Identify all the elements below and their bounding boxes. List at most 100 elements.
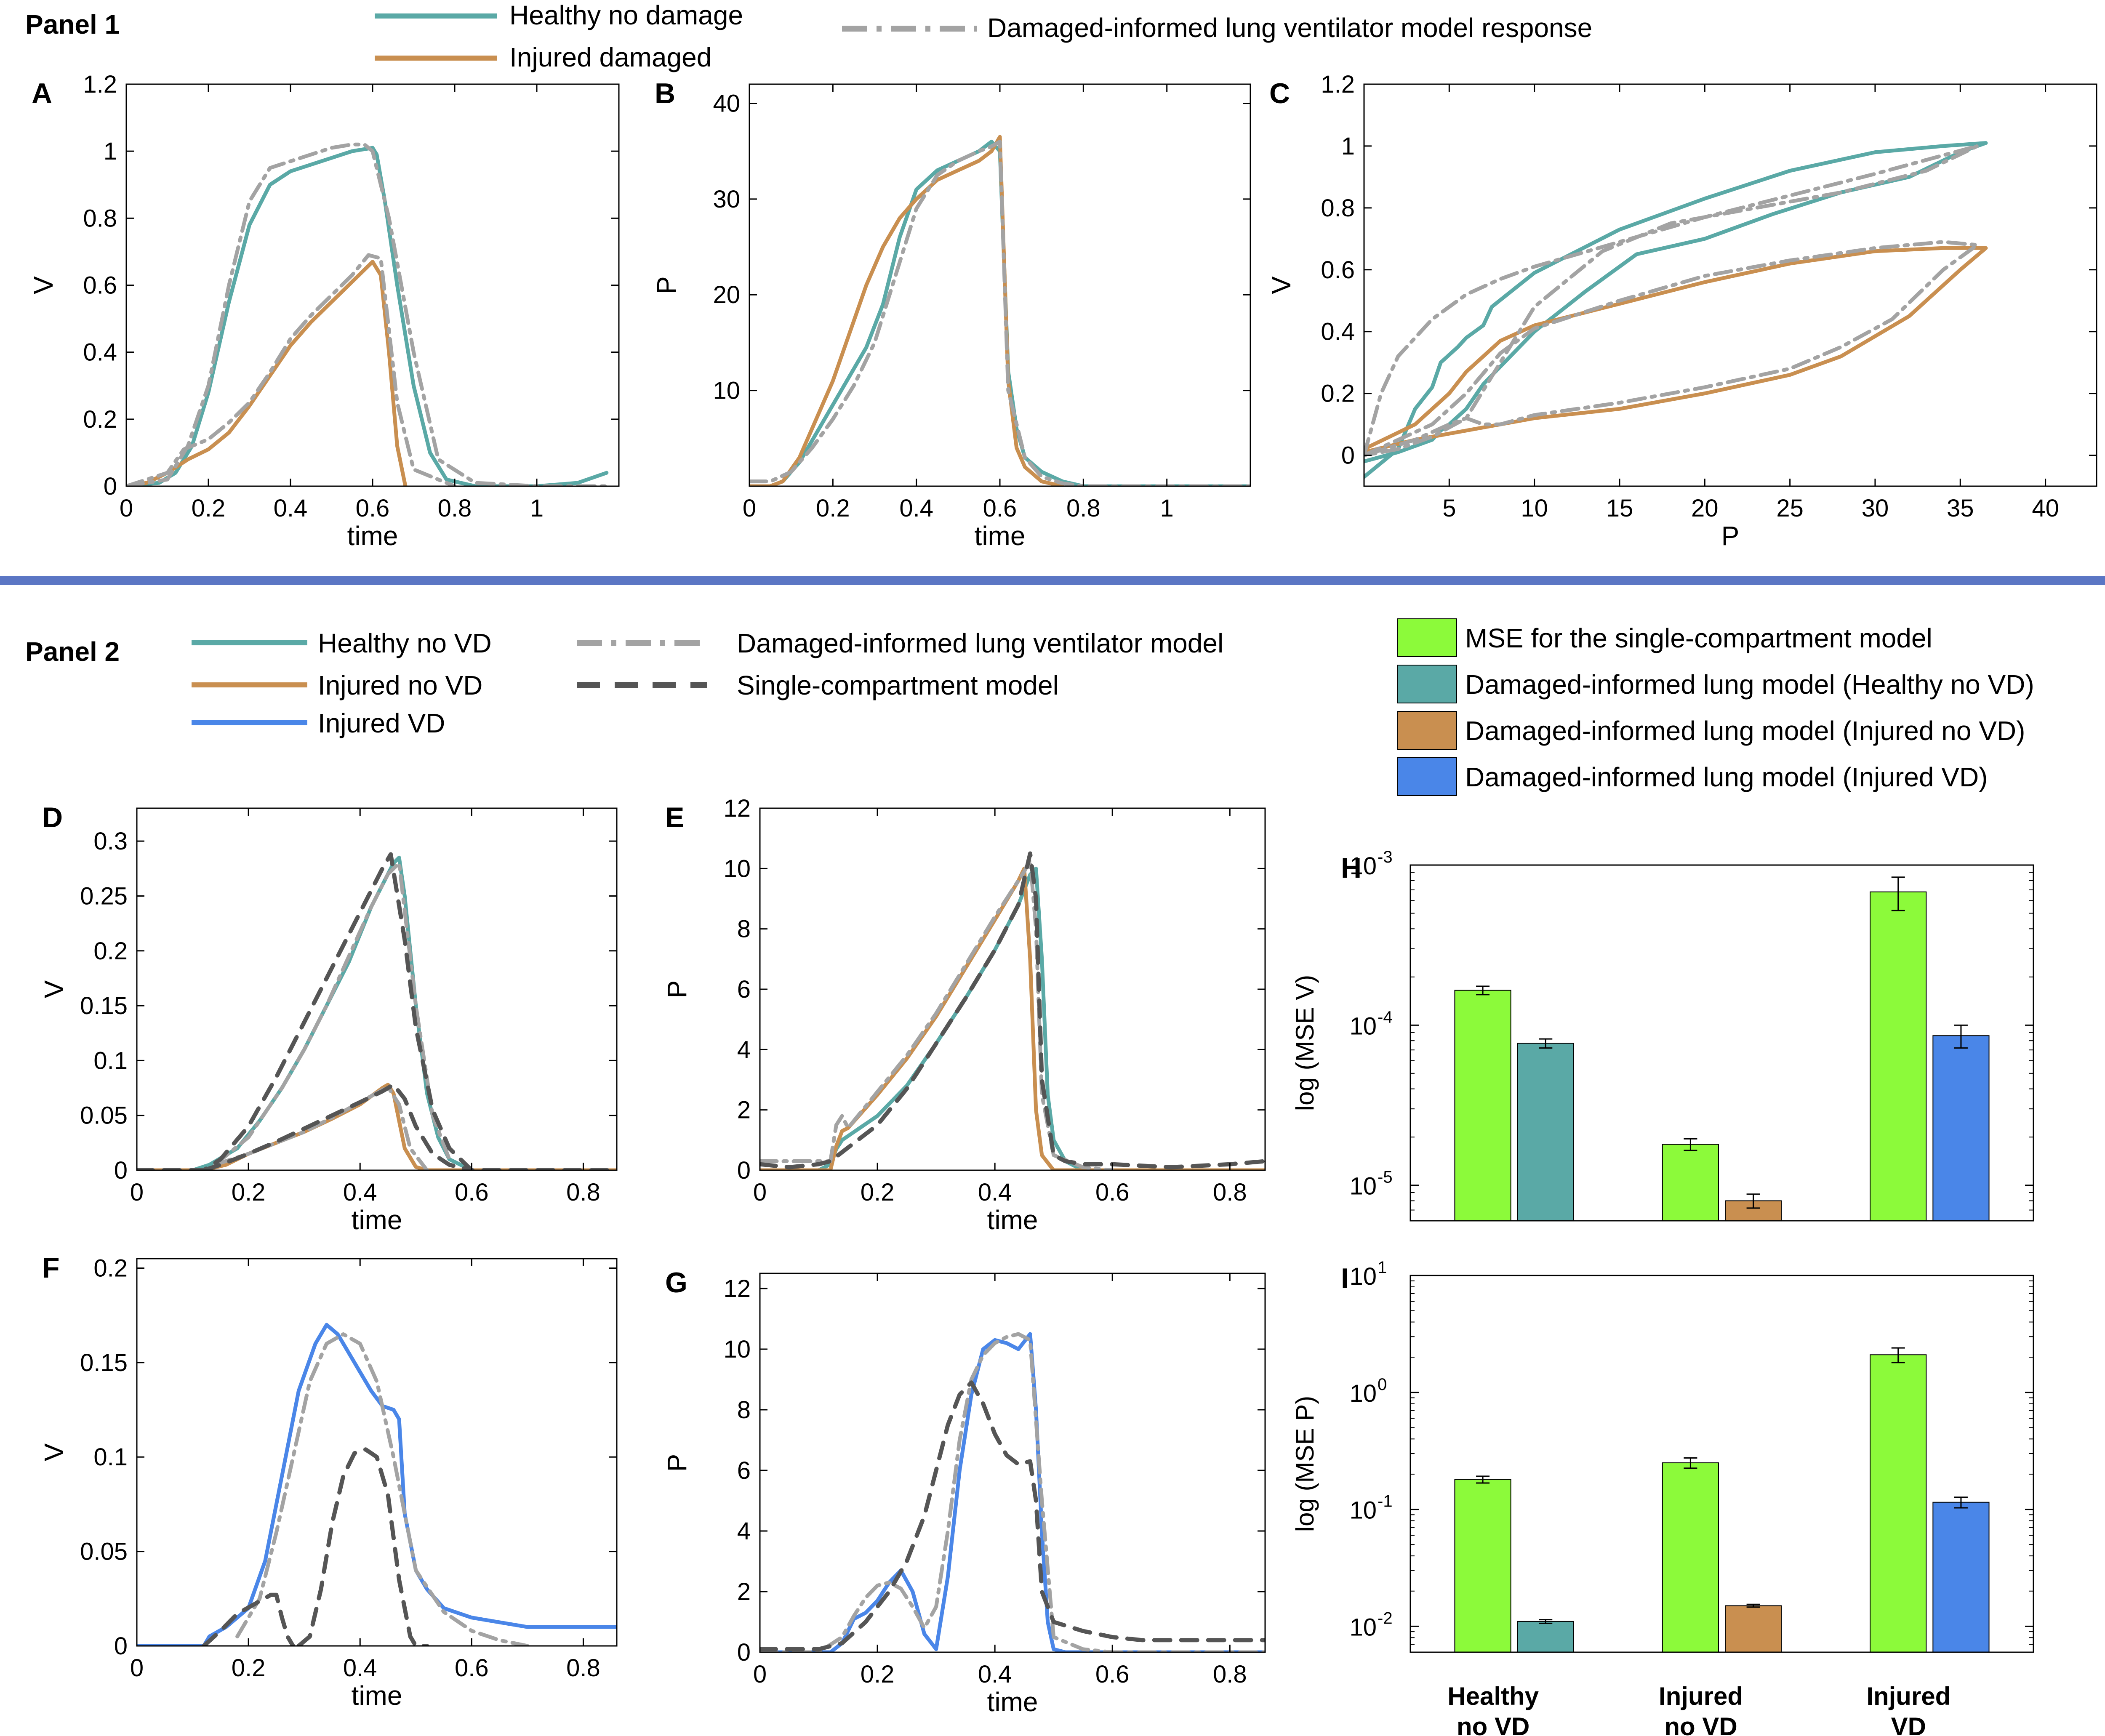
series-line-single-injured [202,1082,474,1170]
x-tick-label: 40 [2032,495,2059,522]
x-tick-label: 0.2 [861,1179,895,1206]
chart-g-pressure-time-vd: G 0 0.2 0.4 0.6 0.8 0 2 4 6 8 10 12 time P [662,1267,1266,1717]
series-line-model-injured [1364,240,1980,457]
bar [1932,1502,1990,1653]
x-axis-label: time [987,1687,1038,1717]
x-tick-label: 0.8 [566,1654,600,1682]
y-axis-label: V [1266,276,1296,294]
y-tick-label: 8 [737,1396,751,1424]
y-tick-label: 0.15 [80,1349,128,1377]
y-tick-label: 4 [737,1518,751,1545]
series-line-single-2 [296,1447,429,1646]
y-tick-label: 10 [1349,1380,1377,1407]
y-tick-label: 1.2 [1321,71,1355,98]
x-tick-label: 10 [1521,495,1548,522]
x-tick-label: 0 [753,1179,767,1206]
x-tick-label: 0.2 [232,1179,266,1206]
y-tick-label: 30 [713,186,740,213]
x-tick-label: 0.6 [455,1179,489,1206]
x-tick-label: 0.2 [861,1661,895,1688]
y-tick-exponent: -1 [1378,1492,1393,1511]
y-tick-label: 0.3 [93,828,128,855]
panel1-title: Panel 1 [25,9,120,40]
y-axis-label: P [662,980,692,998]
y-axis-label: log (MSE V) [1291,975,1319,1111]
y-tick-label: 2 [737,1578,751,1606]
legend2-label-single: Single-compartment model [737,670,1059,700]
series-line-model [760,1332,1265,1652]
x-tick-label: 0.4 [343,1179,377,1206]
bar-legend-swatch-healthy [1397,665,1457,703]
bar-legend-swatch-injured [1397,711,1457,750]
y-tick-label: 8 [737,916,751,943]
y-axis-label: log (MSE P) [1291,1396,1319,1532]
x-tick-label: 0 [753,1661,767,1688]
x-tick-label: 0.8 [566,1179,600,1206]
chart-a-volume-time: A 0 0.2 0.4 0.6 0.8 1 0 0.2 0.4 0.6 0.8 1 1.2 time V [28,71,620,551]
x-tick-label: 0.4 [978,1661,1012,1688]
legend2-label-healthy: Healthy no VD [318,628,492,658]
chart-e-pressure-time: E 0 0.2 0.4 0.6 0.8 0 2 4 6 8 10 12 time P [662,795,1266,1235]
panel-letter-b: B [655,77,675,109]
y-tick-label: 0.05 [80,1538,128,1566]
y-tick-label: 10 [713,377,740,405]
panel-letter-f: F [42,1252,60,1284]
y-tick-label: 0.05 [80,1102,128,1129]
series-line-injured-damaged [1364,246,1988,454]
bar [1662,1462,1719,1653]
panel-letter-i: I [1341,1262,1349,1294]
series-line-single [760,1380,1265,1651]
series-line-model-healthy [126,142,609,486]
y-tick-label: 6 [737,976,751,1003]
panel2-title: Panel 2 [25,636,120,667]
axes-frame [1410,1275,2034,1653]
y-tick-label: 40 [713,90,740,117]
y-tick-label: 0.4 [1321,318,1355,346]
y-tick-label: 10 [1349,1497,1377,1524]
panel-letter-h: H [1341,852,1362,884]
x-tick-label: 0.4 [343,1654,377,1682]
legend2-label-injured: Injured no VD [318,670,482,700]
y-tick-label: 0.6 [1321,256,1355,284]
bar-legend-swatch-single [1397,618,1457,657]
x-tick-label: 0.4 [899,495,933,522]
x-tick-label: 5 [1442,495,1456,522]
y-tick-label: 0.2 [83,406,117,433]
bar [1870,891,1927,1221]
x-tick-label: 0.2 [816,495,850,522]
x-tick-label: 0.2 [232,1654,266,1682]
x-tick-label: 0 [120,495,133,522]
x-tick-label: 0.8 [1213,1661,1247,1688]
chart-f-volume-time-vd: F 0 0.2 0.4 0.6 0.8 0 0.05 0.1 0.15 0.2 time V [39,1252,618,1711]
y-axis-label: P [651,276,682,294]
axes-frame [1363,83,2097,487]
y-tick-exponent: 0 [1378,1375,1387,1394]
series-line-model-injured [126,253,457,486]
chart-b-pressure-time: B 0 0.2 0.4 0.6 0.8 1 10 20 30 40 time P [651,77,1251,551]
series-line-model-healthy [213,861,451,1167]
y-tick-label: 0.1 [93,1443,128,1471]
group-label: no VD [1457,1712,1529,1736]
x-tick-label: 0.2 [192,495,226,522]
y-tick-exponent: 1 [1378,1258,1387,1277]
y-tick-label: 0 [737,1639,751,1666]
axes-frame [136,807,618,1171]
axes-frame [136,1258,618,1647]
panel-letter-c: C [1269,77,1290,109]
bar-legend-label-healthy: Damaged-informed lung model (Healthy no … [1465,669,2034,700]
y-tick-label: 0 [737,1157,751,1184]
y-tick-label: 1 [1341,133,1355,160]
x-tick-label: 0.4 [274,495,308,522]
bar [1870,1354,1927,1653]
y-tick-label: 0.8 [1321,194,1355,222]
panel-letter-e: E [665,801,684,833]
x-tick-label: 0.6 [983,495,1017,522]
x-tick-label: 20 [1691,495,1719,522]
series-line-model [749,139,1250,486]
y-tick-label: 10 [1349,852,1377,880]
y-tick-label: 0 [114,1157,128,1184]
group-label: Injured [1659,1682,1743,1710]
series-line-single-1 [202,1592,296,1646]
x-tick-label: 15 [1606,495,1633,522]
